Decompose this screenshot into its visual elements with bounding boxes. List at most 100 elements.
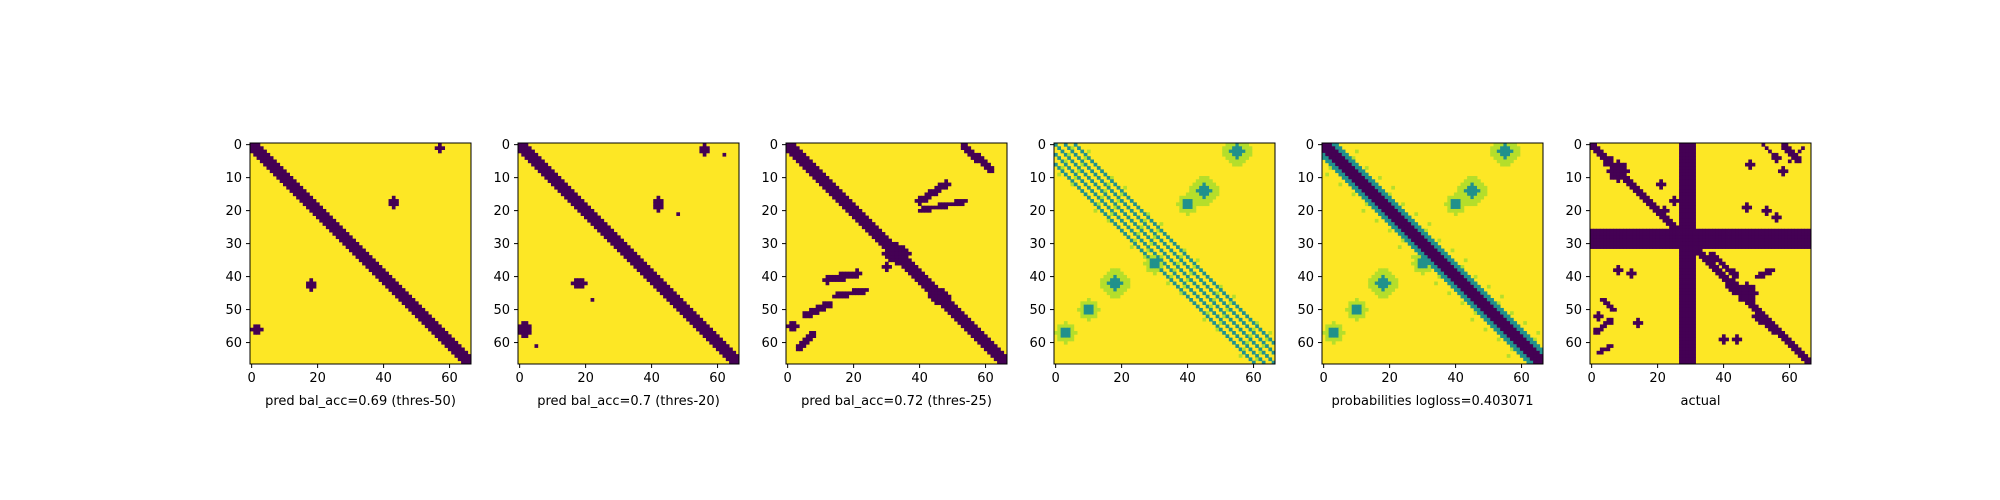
heatmap-cell	[937, 294, 942, 299]
heatmap-cell	[689, 314, 694, 319]
heatmap-cell	[518, 149, 522, 154]
heatmap-cell	[815, 307, 820, 312]
heatmap-cell	[1146, 268, 1151, 273]
heatmap-cell	[1460, 199, 1465, 203]
heatmap-cell	[1764, 268, 1769, 273]
heatmap-cell	[279, 175, 284, 180]
heatmap-cell	[554, 175, 558, 180]
heatmap-cell	[983, 347, 988, 352]
heatmap-cell	[1718, 245, 1723, 249]
heatmap-cell	[574, 278, 578, 282]
heatmap-cell	[342, 228, 347, 233]
heatmap-cell	[1113, 288, 1118, 292]
heatmap-cell	[1232, 149, 1236, 154]
heatmap-cell	[1606, 235, 1611, 240]
heatmap-cell	[1692, 258, 1696, 263]
heatmap-cell	[1606, 238, 1611, 243]
heatmap-cell	[1123, 288, 1127, 292]
heatmap-cell	[1682, 331, 1687, 335]
heatmap-cell	[1387, 271, 1392, 276]
heatmap-cell	[534, 166, 539, 170]
heatmap-cell	[1265, 354, 1269, 358]
heatmap-cell	[1712, 255, 1716, 259]
heatmap-cell	[1725, 284, 1729, 289]
heatmap-cell	[881, 251, 886, 256]
heatmap-cell	[1679, 189, 1683, 193]
heatmap-cell	[947, 202, 952, 207]
heatmap-cell	[941, 294, 945, 299]
heatmap-cell	[977, 340, 982, 345]
heatmap-cell	[1156, 261, 1160, 266]
heatmap-cell	[825, 182, 830, 187]
heatmap-cell	[1599, 238, 1604, 243]
heatmap-cell	[1103, 189, 1108, 193]
heatmap-cell	[1417, 245, 1422, 249]
heatmap-cell	[1384, 281, 1389, 286]
heatmap-cell	[253, 149, 257, 154]
heatmap-cell	[1688, 294, 1693, 299]
heatmap-cell	[1480, 307, 1485, 312]
heatmap-cell	[1721, 334, 1726, 339]
y-tick-label: 60	[1297, 336, 1314, 351]
heatmap-cell	[1265, 337, 1269, 342]
heatmap-cell	[1629, 238, 1634, 243]
heatmap-cell	[296, 192, 300, 197]
heatmap-cell	[1682, 205, 1687, 210]
heatmap-cell	[1143, 232, 1147, 236]
heatmap-cell	[669, 301, 674, 306]
heatmap-cell	[659, 281, 664, 286]
heatmap-cell	[1093, 192, 1098, 197]
heatmap-cell	[1688, 298, 1693, 302]
heatmap-cell	[1705, 261, 1710, 266]
heatmap-cell	[1143, 222, 1147, 226]
heatmap-cell	[1348, 175, 1353, 180]
heatmap-cell	[1778, 235, 1782, 240]
heatmap-cell	[1679, 298, 1683, 302]
x-tick-label: 0	[1052, 371, 1060, 386]
heatmap-cell	[967, 324, 972, 329]
heatmap-cell	[292, 189, 297, 193]
heatmap-cell	[878, 241, 883, 246]
heatmap-cell	[1496, 327, 1501, 332]
heatmap-cell	[1486, 311, 1491, 315]
heatmap-cell	[1692, 218, 1696, 223]
heatmap-cell	[712, 344, 717, 348]
heatmap-cell	[1599, 232, 1604, 236]
heatmap-cell	[1067, 331, 1071, 335]
heatmap-cell	[1679, 288, 1683, 292]
heatmap-cell	[983, 334, 988, 339]
heatmap-cell	[1179, 258, 1184, 263]
heatmap-cell	[937, 189, 942, 193]
heatmap-cell	[1437, 238, 1442, 243]
heatmap-cell	[1688, 166, 1693, 170]
heatmap-cell	[421, 321, 426, 325]
heatmap-cell	[613, 235, 618, 240]
heatmap-cell	[1457, 195, 1461, 200]
heatmap-cell	[1083, 311, 1088, 315]
heatmap-cell	[719, 337, 723, 342]
x-tick-label: 60	[709, 371, 726, 386]
heatmap-cell	[1077, 156, 1081, 160]
heatmap-cell	[1067, 337, 1071, 342]
heatmap-cell	[1728, 235, 1733, 240]
heatmap-cell	[1152, 235, 1157, 240]
heatmap-cell	[1503, 143, 1508, 147]
heatmap-cell	[1225, 304, 1230, 309]
heatmap-cell	[1529, 360, 1534, 365]
heatmap-cell	[1784, 334, 1789, 339]
heatmap-cell	[894, 245, 899, 249]
heatmap-cell	[1139, 228, 1144, 233]
heatmap-cell	[656, 195, 661, 200]
heatmap-cell	[1322, 331, 1326, 335]
heatmap-cell	[1166, 235, 1170, 240]
heatmap-cell	[1682, 357, 1687, 362]
heatmap-cell	[1077, 146, 1081, 150]
heatmap-cell	[1523, 344, 1527, 348]
heatmap-cell	[1057, 156, 1061, 160]
heatmap-cell	[1110, 179, 1114, 183]
heatmap-cell	[531, 149, 535, 154]
heatmap-cell	[1695, 232, 1700, 236]
heatmap-cell	[888, 255, 892, 259]
heatmap-cell	[355, 245, 360, 249]
heatmap-cell	[1407, 238, 1412, 243]
